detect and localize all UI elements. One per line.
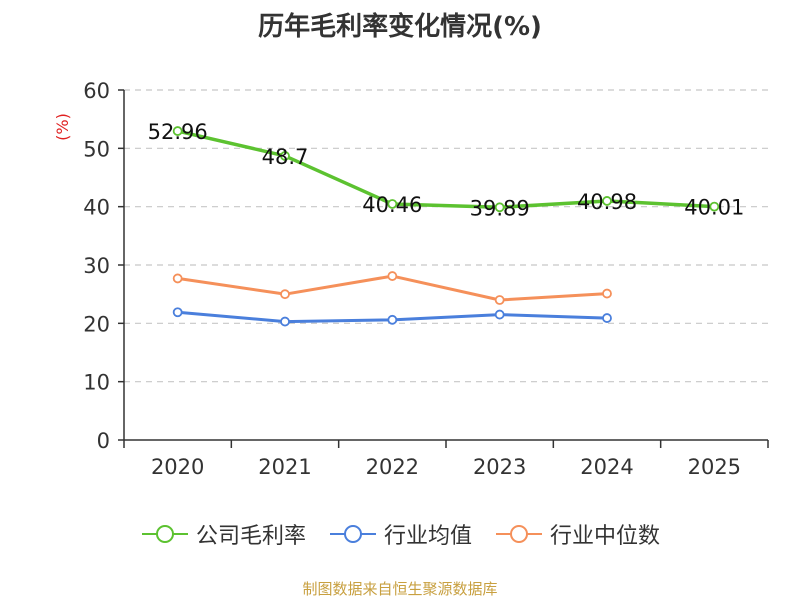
data-point <box>280 151 290 161</box>
legend-item-industry-median[interactable]: 行业中位数 <box>494 518 660 550</box>
legend-label: 行业均值 <box>383 524 472 549</box>
y-tick-label: 30 <box>83 254 110 278</box>
legend-marker-icon <box>141 525 188 543</box>
data-point <box>172 273 183 284</box>
y-tick-label: 0 <box>97 429 110 453</box>
data-point <box>387 199 398 209</box>
source-note: 制图数据来自恒生聚源数据库 <box>302 580 498 598</box>
x-tick-label: 2023 <box>473 455 526 479</box>
legend-item-company[interactable]: 公司毛利率 <box>140 518 306 550</box>
x-tick-label: 2024 <box>580 455 633 479</box>
data-point <box>709 201 720 212</box>
series-lines <box>172 126 720 327</box>
data-point <box>280 289 290 300</box>
x-tick-label: 2025 <box>688 455 741 479</box>
data-label: 39.89 <box>470 196 530 220</box>
grid-lines <box>124 89 768 383</box>
data-point <box>494 309 505 320</box>
data-point <box>602 313 612 323</box>
x-tick-label: 2021 <box>258 455 311 479</box>
data-point <box>172 307 183 318</box>
y-tick-label: 40 <box>83 196 110 220</box>
series-line <box>177 129 715 210</box>
x-tick-label: 2022 <box>366 455 419 479</box>
line-chart: 0 10 20 30 40 50 60 2020 2021 2022 2023 2024 2025 (%)… <box>53 79 769 479</box>
y-tick-label: 50 <box>83 137 110 161</box>
legend: 公司毛利率 行业均值 行业中位数 <box>0 518 800 550</box>
data-point <box>602 288 612 299</box>
data-point <box>280 316 290 327</box>
data-label: 40.01 <box>684 196 744 220</box>
data-label: 48.7 <box>262 145 309 169</box>
data-point <box>602 196 612 206</box>
data-point <box>172 126 183 136</box>
y-tick-label: 60 <box>83 79 110 103</box>
legend-marker-icon <box>496 525 542 543</box>
data-point <box>387 314 398 325</box>
data-point <box>494 202 505 213</box>
y-tick-label: 20 <box>83 312 110 336</box>
data-label: 40.98 <box>577 190 637 214</box>
y-axis-label: (%) <box>53 113 72 141</box>
legend-label: 公司毛利率 <box>195 524 306 549</box>
legend-item-industry-mean[interactable]: 行业均值 <box>328 518 472 550</box>
chart-title: 历年毛利率变化情况(%) <box>258 12 542 42</box>
data-point <box>494 295 505 305</box>
axes: 0 10 20 30 40 50 60 2020 2021 2022 2023 2024 2025 (%) <box>53 79 769 479</box>
data-point <box>387 271 398 281</box>
y-tick-label: 10 <box>83 371 110 395</box>
legend-marker-icon <box>329 525 376 543</box>
data-label: 40.46 <box>362 193 422 217</box>
data-labels: 52.96 48.7 40.46 39.89 40.98 40.01 <box>148 120 745 220</box>
x-tick-label: 2020 <box>151 455 204 479</box>
data-label: 52.96 <box>148 120 208 144</box>
legend-label: 行业中位数 <box>550 524 661 549</box>
